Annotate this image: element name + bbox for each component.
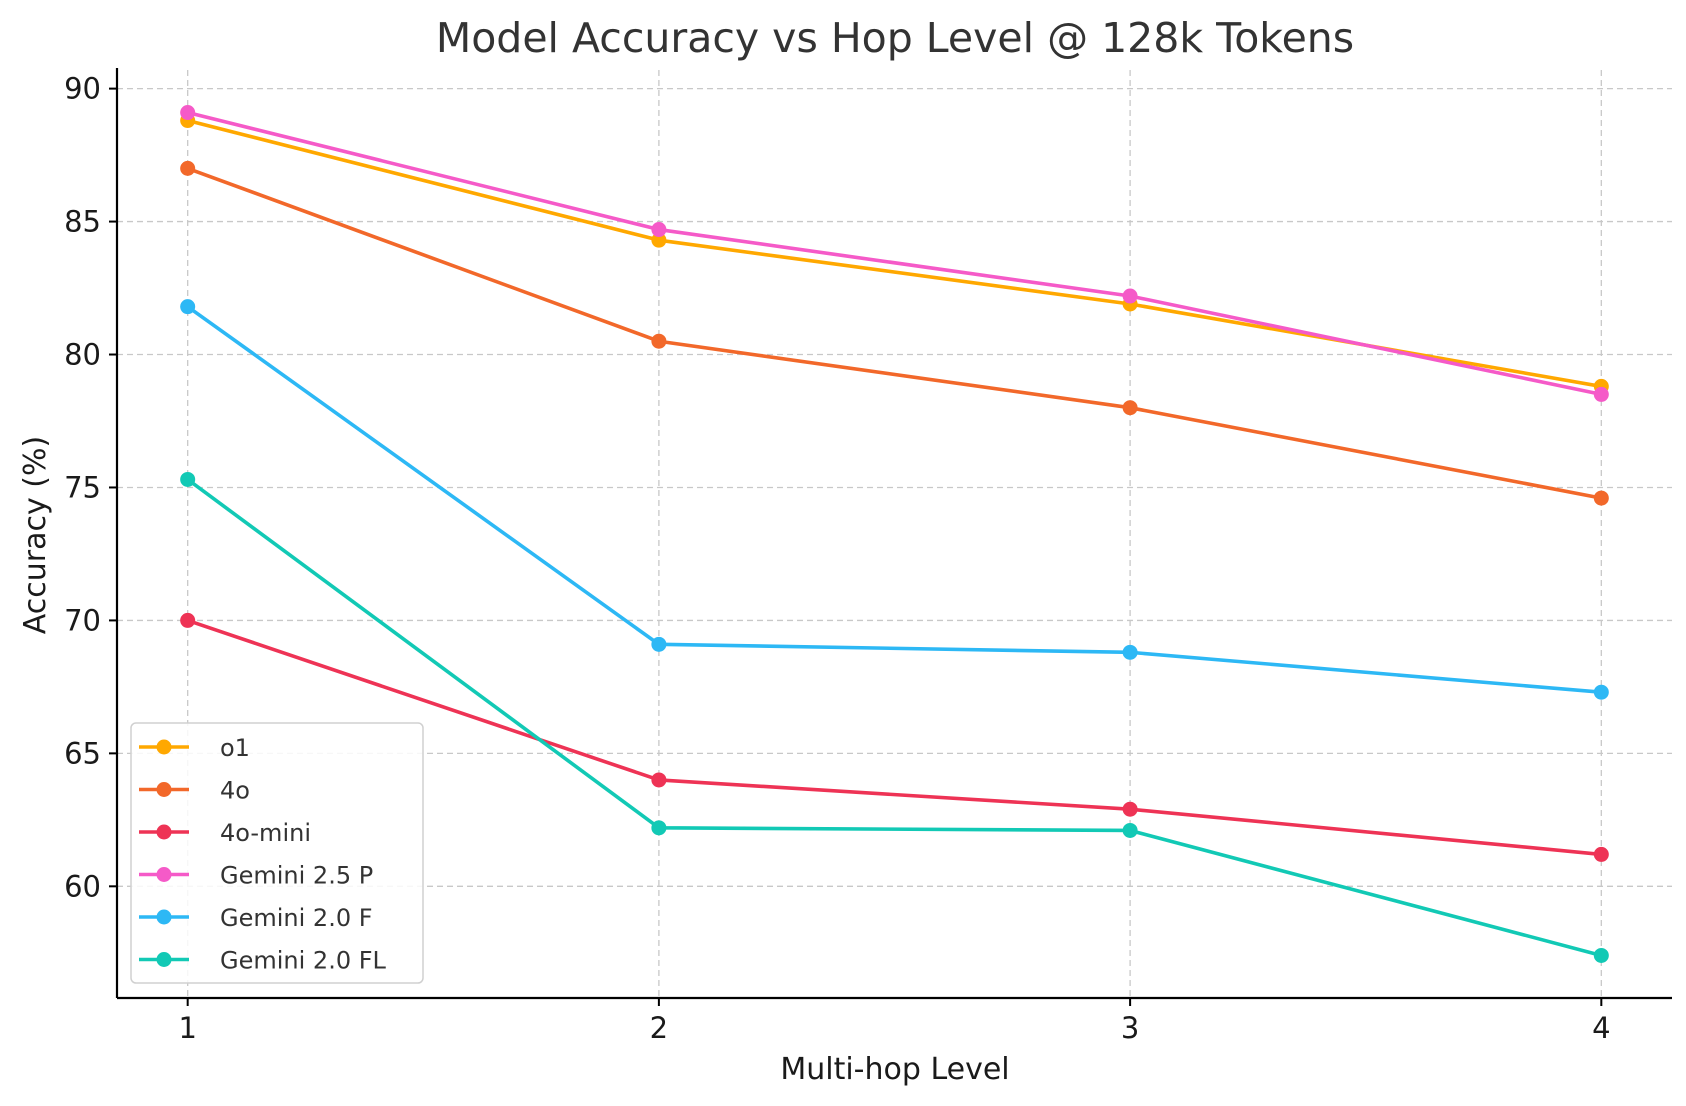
x-tick-label: 4 xyxy=(1592,1011,1610,1045)
axes: 1 2 3 4 60 65 70 75 80 85 90 xyxy=(64,68,1672,1045)
data-point-gemini-2-5-p xyxy=(1122,288,1138,304)
series-line-4o-mini xyxy=(185,618,1604,857)
legend-marker xyxy=(156,909,172,925)
data-point-gemini-2-0-fl xyxy=(651,820,667,836)
legend-label: o1 xyxy=(220,734,250,762)
data-point-gemini-2-0-f xyxy=(1593,684,1609,700)
data-point-gemini-2-0-f xyxy=(651,636,667,652)
data-point-gemini-2-5-p xyxy=(651,222,667,238)
x-axis-label: Multi-hop Level xyxy=(780,1052,1009,1087)
y-tick-label: 60 xyxy=(64,869,101,903)
legend-marker xyxy=(156,782,172,797)
data-point-gemini-2-5-p xyxy=(1593,386,1609,402)
legend-marker xyxy=(156,952,172,967)
data-point-4o-mini xyxy=(1593,846,1609,862)
legend-marker xyxy=(156,824,172,840)
legend-label: Gemini 2.0 FL xyxy=(220,947,387,975)
legend-item-4o: 4o xyxy=(139,777,250,805)
series-line-4o xyxy=(185,166,1604,500)
series-4o-mini xyxy=(180,612,1609,862)
series-line-o1 xyxy=(185,118,1604,389)
data-point-gemini-2-0-fl xyxy=(1122,822,1138,838)
legend-label: Gemini 2.0 F xyxy=(220,904,373,932)
series-gemini-2-0-fl xyxy=(180,471,1609,963)
data-point-4o xyxy=(1122,400,1138,416)
series-lines xyxy=(180,105,1609,963)
data-point-4o xyxy=(1593,490,1609,506)
data-point-gemini-2-0-fl xyxy=(1593,947,1609,963)
legend-label: 4o xyxy=(220,777,250,805)
data-point-gemini-2-0-fl xyxy=(180,471,196,487)
data-point-4o xyxy=(651,333,667,349)
series-gemini-2-5-p xyxy=(180,105,1609,402)
legend-marker xyxy=(156,867,172,882)
legend: o1 4o 4o-mini Gemini 2.5 P Gemini 2.0 F Gemin… xyxy=(130,722,424,984)
y-tick-label: 80 xyxy=(64,338,101,372)
data-point-gemini-2-0-f xyxy=(1122,644,1138,660)
chart-title: Model Accuracy vs Hop Level @ 128k Token… xyxy=(436,14,1354,62)
data-point-4o-mini xyxy=(1122,801,1138,817)
series-4o xyxy=(180,160,1609,506)
x-tick-label: 3 xyxy=(1121,1011,1139,1045)
legend-marker xyxy=(156,739,172,755)
legend-item-o1: o1 xyxy=(139,734,250,762)
legend-label: Gemini 2.5 P xyxy=(220,862,373,890)
y-tick-label: 75 xyxy=(64,470,101,504)
legend-item-gemini-2-0-f: Gemini 2.0 F xyxy=(139,904,373,932)
series-line-gemini-2-0-fl xyxy=(185,477,1604,958)
legend-item-gemini-2-0-fl: Gemini 2.0 FL xyxy=(139,947,387,975)
legend-box xyxy=(130,722,424,984)
y-tick-label: 65 xyxy=(64,736,101,770)
legend-label: 4o-mini xyxy=(220,819,311,847)
y-tick-label: 70 xyxy=(64,603,101,637)
legend-item-4o-mini: 4o-mini xyxy=(139,819,311,847)
data-point-gemini-2-0-f xyxy=(180,299,196,315)
x-tick-label: 2 xyxy=(650,1011,668,1045)
data-point-gemini-2-5-p xyxy=(180,105,196,121)
legend-item-gemini-2-5-p: Gemini 2.5 P xyxy=(139,862,373,890)
y-axis-label: Accuracy (%) xyxy=(18,436,53,634)
series-gemini-2-0-f xyxy=(180,299,1609,700)
y-tick-label: 85 xyxy=(64,205,101,239)
series-line-gemini-2-5-p xyxy=(185,110,1604,397)
series-line-gemini-2-0-f xyxy=(185,304,1604,695)
x-tick-label: 1 xyxy=(178,1011,196,1045)
data-point-4o-mini xyxy=(651,772,667,788)
y-tick-label: 90 xyxy=(64,72,101,106)
data-point-4o-mini xyxy=(180,612,196,628)
data-point-4o xyxy=(180,160,196,176)
data-point-o1 xyxy=(651,232,667,248)
